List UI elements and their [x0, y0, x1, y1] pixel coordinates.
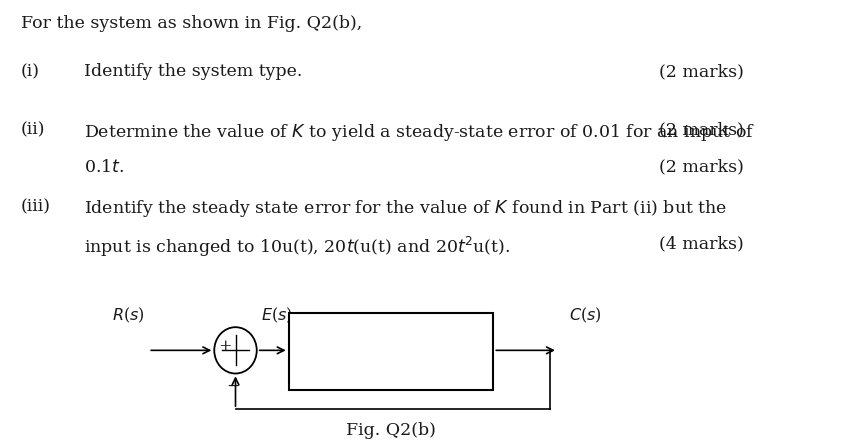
Text: $\it{E}$($\it{s}$): $\it{E}$($\it{s}$) [261, 306, 292, 325]
Text: (iii): (iii) [21, 198, 51, 215]
Text: 0.1$\it{t}$.: 0.1$\it{t}$. [84, 159, 124, 176]
Text: (2 marks): (2 marks) [659, 159, 744, 176]
Text: (4 marks): (4 marks) [659, 235, 744, 252]
Text: $\it{R}$($\it{s}$): $\it{R}$($\it{s}$) [112, 306, 144, 325]
Text: $\it{K}$($\it{s}$ + 7): $\it{K}$($\it{s}$ + 7) [360, 329, 423, 346]
Text: $\it{s}$($\it{s}$ + 5)($\it{s}$ + 8)($\it{s}$ + 12): $\it{s}$($\it{s}$ + 5)($\it{s}$ + 8)($\i… [307, 357, 475, 374]
Text: −: − [227, 378, 240, 395]
Text: input is changed to 10u(t), 20$\it{t}$(u(t) and 20$\it{t}$$^2$u(t).: input is changed to 10u(t), 20$\it{t}$(u… [84, 235, 510, 259]
Text: Identify the system type.: Identify the system type. [84, 63, 302, 80]
Text: (2 marks): (2 marks) [659, 122, 744, 139]
Text: Determine the value of $\it{K}$ to yield a steady-state error of 0.01 for an inp: Determine the value of $\it{K}$ to yield… [84, 122, 755, 143]
Text: Fig. Q2(b): Fig. Q2(b) [346, 422, 436, 439]
Text: (2 marks): (2 marks) [659, 63, 744, 80]
Text: +: + [218, 338, 232, 355]
Text: $\it{C}$($\it{s}$): $\it{C}$($\it{s}$) [569, 306, 602, 325]
Bar [289, 313, 493, 389]
Text: For the system as shown in Fig. Q2(b),: For the system as shown in Fig. Q2(b), [21, 15, 363, 32]
Text: (i): (i) [21, 63, 40, 80]
Text: Identify the steady state error for the value of $\it{K}$ found in Part (ii) but: Identify the steady state error for the … [84, 198, 727, 219]
Text: (ii): (ii) [21, 122, 45, 139]
